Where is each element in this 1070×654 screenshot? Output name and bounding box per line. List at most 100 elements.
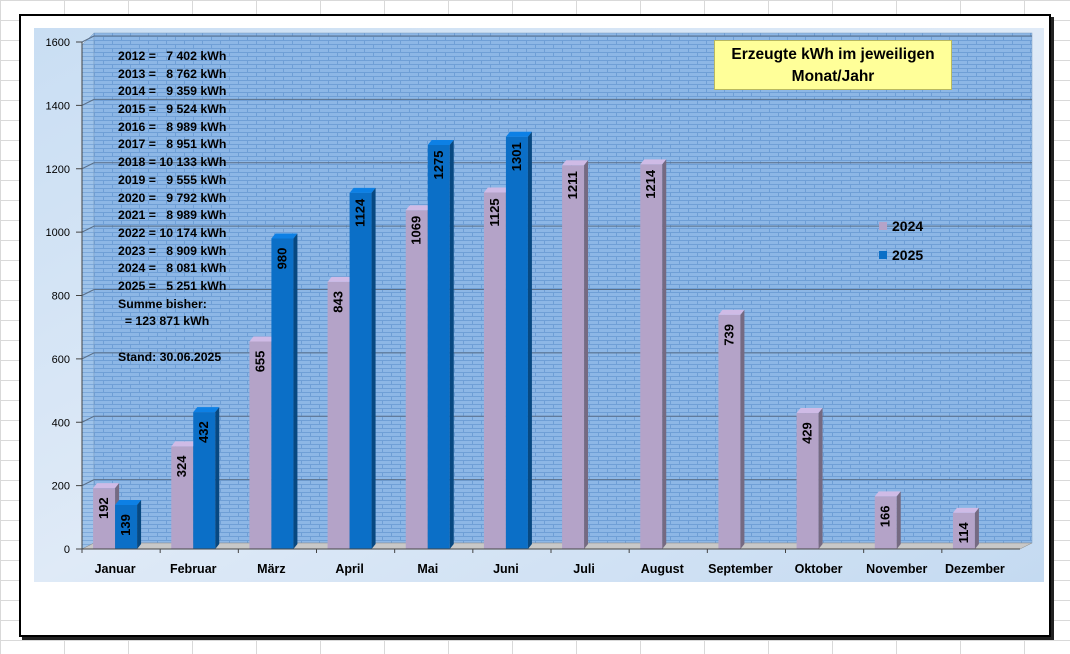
bar-side: [137, 499, 142, 549]
x-category-label: Dezember: [945, 562, 1005, 576]
legend-swatch: [879, 222, 887, 230]
bar-front: [640, 164, 663, 549]
y-tick-label: 1600: [46, 37, 70, 49]
data-label: 980: [274, 248, 289, 270]
yearly-total-line: 2016 = 8 989 kWh: [118, 119, 227, 134]
bar-front: [505, 136, 528, 550]
legend: 2024 2025: [879, 218, 923, 263]
yearly-total-line: 2020 = 9 792 kWh: [118, 190, 227, 205]
bar-2024-Oktober: 429: [796, 408, 823, 549]
bar-top: [483, 187, 510, 193]
bar-top: [93, 483, 120, 489]
stand-date: Stand: 30.06.2025: [118, 349, 222, 364]
data-label: 1211: [565, 171, 580, 199]
bar-top: [796, 408, 823, 414]
gridline: [81, 289, 1032, 296]
spacer: [118, 331, 226, 349]
bar-front: [193, 412, 216, 549]
y-tick-label: 0: [64, 544, 70, 556]
bar-front: [93, 488, 116, 549]
bars: 192 139 324 432 655 980 843 1124 1069 1275 1125 130…: [93, 131, 979, 550]
bar-side: [371, 187, 376, 549]
data-label: 655: [252, 351, 267, 373]
bar-front: [952, 512, 975, 549]
bar-side: [974, 507, 979, 549]
bar-top: [327, 276, 354, 282]
y-tick-label: 400: [52, 417, 70, 429]
bar-top: [115, 499, 142, 505]
gridlines: [81, 35, 1032, 487]
yearly-total-line: 2018 = 10 133 kWh: [118, 155, 227, 170]
data-label: 1125: [487, 198, 502, 226]
data-label: 166: [878, 506, 893, 528]
bar-2025-März: 980: [271, 233, 298, 549]
bar-2025-Juni: 1301: [505, 131, 532, 550]
bar-2025-April: 1124: [349, 187, 376, 549]
yearly-total-line: 2022 = 10 174 kWh: [118, 225, 227, 240]
yearly-total-line: 2019 = 9 555 kWh: [118, 172, 227, 187]
legend-label: 2025: [892, 247, 923, 263]
x-category-label: März: [257, 562, 285, 576]
bar-2025-Mai: 1275: [427, 139, 454, 549]
y-tick-label: 1400: [46, 100, 70, 112]
bar-2025-Januar: 139: [115, 499, 142, 549]
bar-top: [874, 491, 901, 497]
bar-front: [115, 504, 138, 549]
bar-top: [640, 159, 667, 165]
x-category-label: Januar: [95, 562, 136, 576]
yearly-totals-annotation: 2012 = 7 402 kWh 2013 = 8 762 kWh 2014 = 9…: [118, 48, 226, 366]
bar-top: [193, 407, 220, 413]
bar-top: [427, 139, 454, 145]
bar-top: [562, 160, 589, 166]
bar-top: [952, 507, 979, 513]
bar-front: [718, 314, 741, 549]
bar-side: [449, 139, 454, 549]
bar-top: [405, 205, 432, 211]
bar-top: [249, 336, 276, 342]
yearly-total-line: 2013 = 8 762 kWh: [118, 66, 227, 81]
data-label: 1124: [353, 198, 368, 227]
data-label: 139: [118, 514, 133, 536]
x-category-label: Mai: [417, 562, 438, 576]
x-category-label: Juli: [573, 562, 595, 576]
yearly-total-line: 2012 = 7 402 kWh: [118, 49, 227, 63]
data-label: 324: [174, 455, 189, 477]
y-axis: 0 200 400 600 800 1000 1200 1400 1600: [46, 37, 83, 556]
legend-swatch: [879, 251, 887, 259]
bar-side: [215, 407, 220, 549]
gridline: [81, 98, 1032, 106]
x-category-label: Oktober: [795, 562, 843, 576]
x-category-label: November: [866, 562, 927, 576]
legend-label: 2024: [892, 218, 923, 234]
data-label: 843: [331, 291, 346, 313]
bar-side: [662, 159, 667, 549]
bar-side: [818, 408, 823, 549]
data-label: 1275: [431, 151, 446, 180]
chart-title-line-2: Monat/Jahr: [791, 68, 875, 85]
x-category-label: Juni: [493, 562, 519, 576]
bar-2025-Februar: 432: [193, 407, 220, 549]
bar-front: [796, 413, 819, 549]
y-tick-label: 600: [52, 354, 70, 366]
x-category-label: April: [335, 562, 363, 576]
data-label: 114: [956, 522, 971, 544]
y-tick-label: 200: [52, 481, 70, 493]
bar-side: [584, 160, 589, 549]
y-tick-label: 1000: [46, 227, 70, 239]
data-label: 192: [96, 497, 111, 519]
plot-side-wall: [81, 32, 95, 550]
yearly-total-line: 2021 = 8 989 kWh: [118, 208, 227, 223]
yearly-total-line: 2023 = 8 909 kWh: [118, 243, 227, 258]
bar-top: [718, 309, 745, 315]
bar-top: [271, 233, 298, 239]
yearly-total-line: 2017 = 8 951 kWh: [118, 137, 227, 152]
data-label: 1301: [509, 142, 524, 171]
data-label: 432: [196, 421, 211, 443]
yearly-total-line: 2024 = 8 081 kWh: [118, 261, 227, 276]
bar-2024-August: 1214: [640, 159, 667, 549]
yearly-total-line: 2015 = 9 524 kWh: [118, 102, 227, 117]
yearly-total-line: 2025 = 5 251 kWh: [118, 278, 227, 293]
chart-title: Erzeugte kWh im jeweiligen Monat/Jahr: [714, 40, 952, 90]
x-category-label: Februar: [170, 562, 217, 576]
